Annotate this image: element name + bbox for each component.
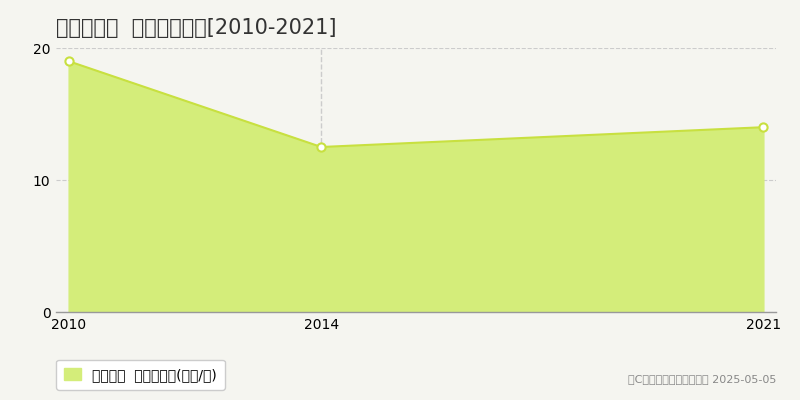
Point bbox=[62, 58, 75, 64]
Point bbox=[315, 144, 328, 150]
Legend: 土地価格  平均坪単価(万円/坪): 土地価格 平均坪単価(万円/坪) bbox=[56, 360, 225, 390]
Text: 一関市橋渡  土地価格推移[2010-2021]: 一関市橋渡 土地価格推移[2010-2021] bbox=[56, 18, 337, 38]
Text: （C）土地価格ドットコム 2025-05-05: （C）土地価格ドットコム 2025-05-05 bbox=[628, 374, 776, 384]
Point bbox=[757, 124, 770, 130]
